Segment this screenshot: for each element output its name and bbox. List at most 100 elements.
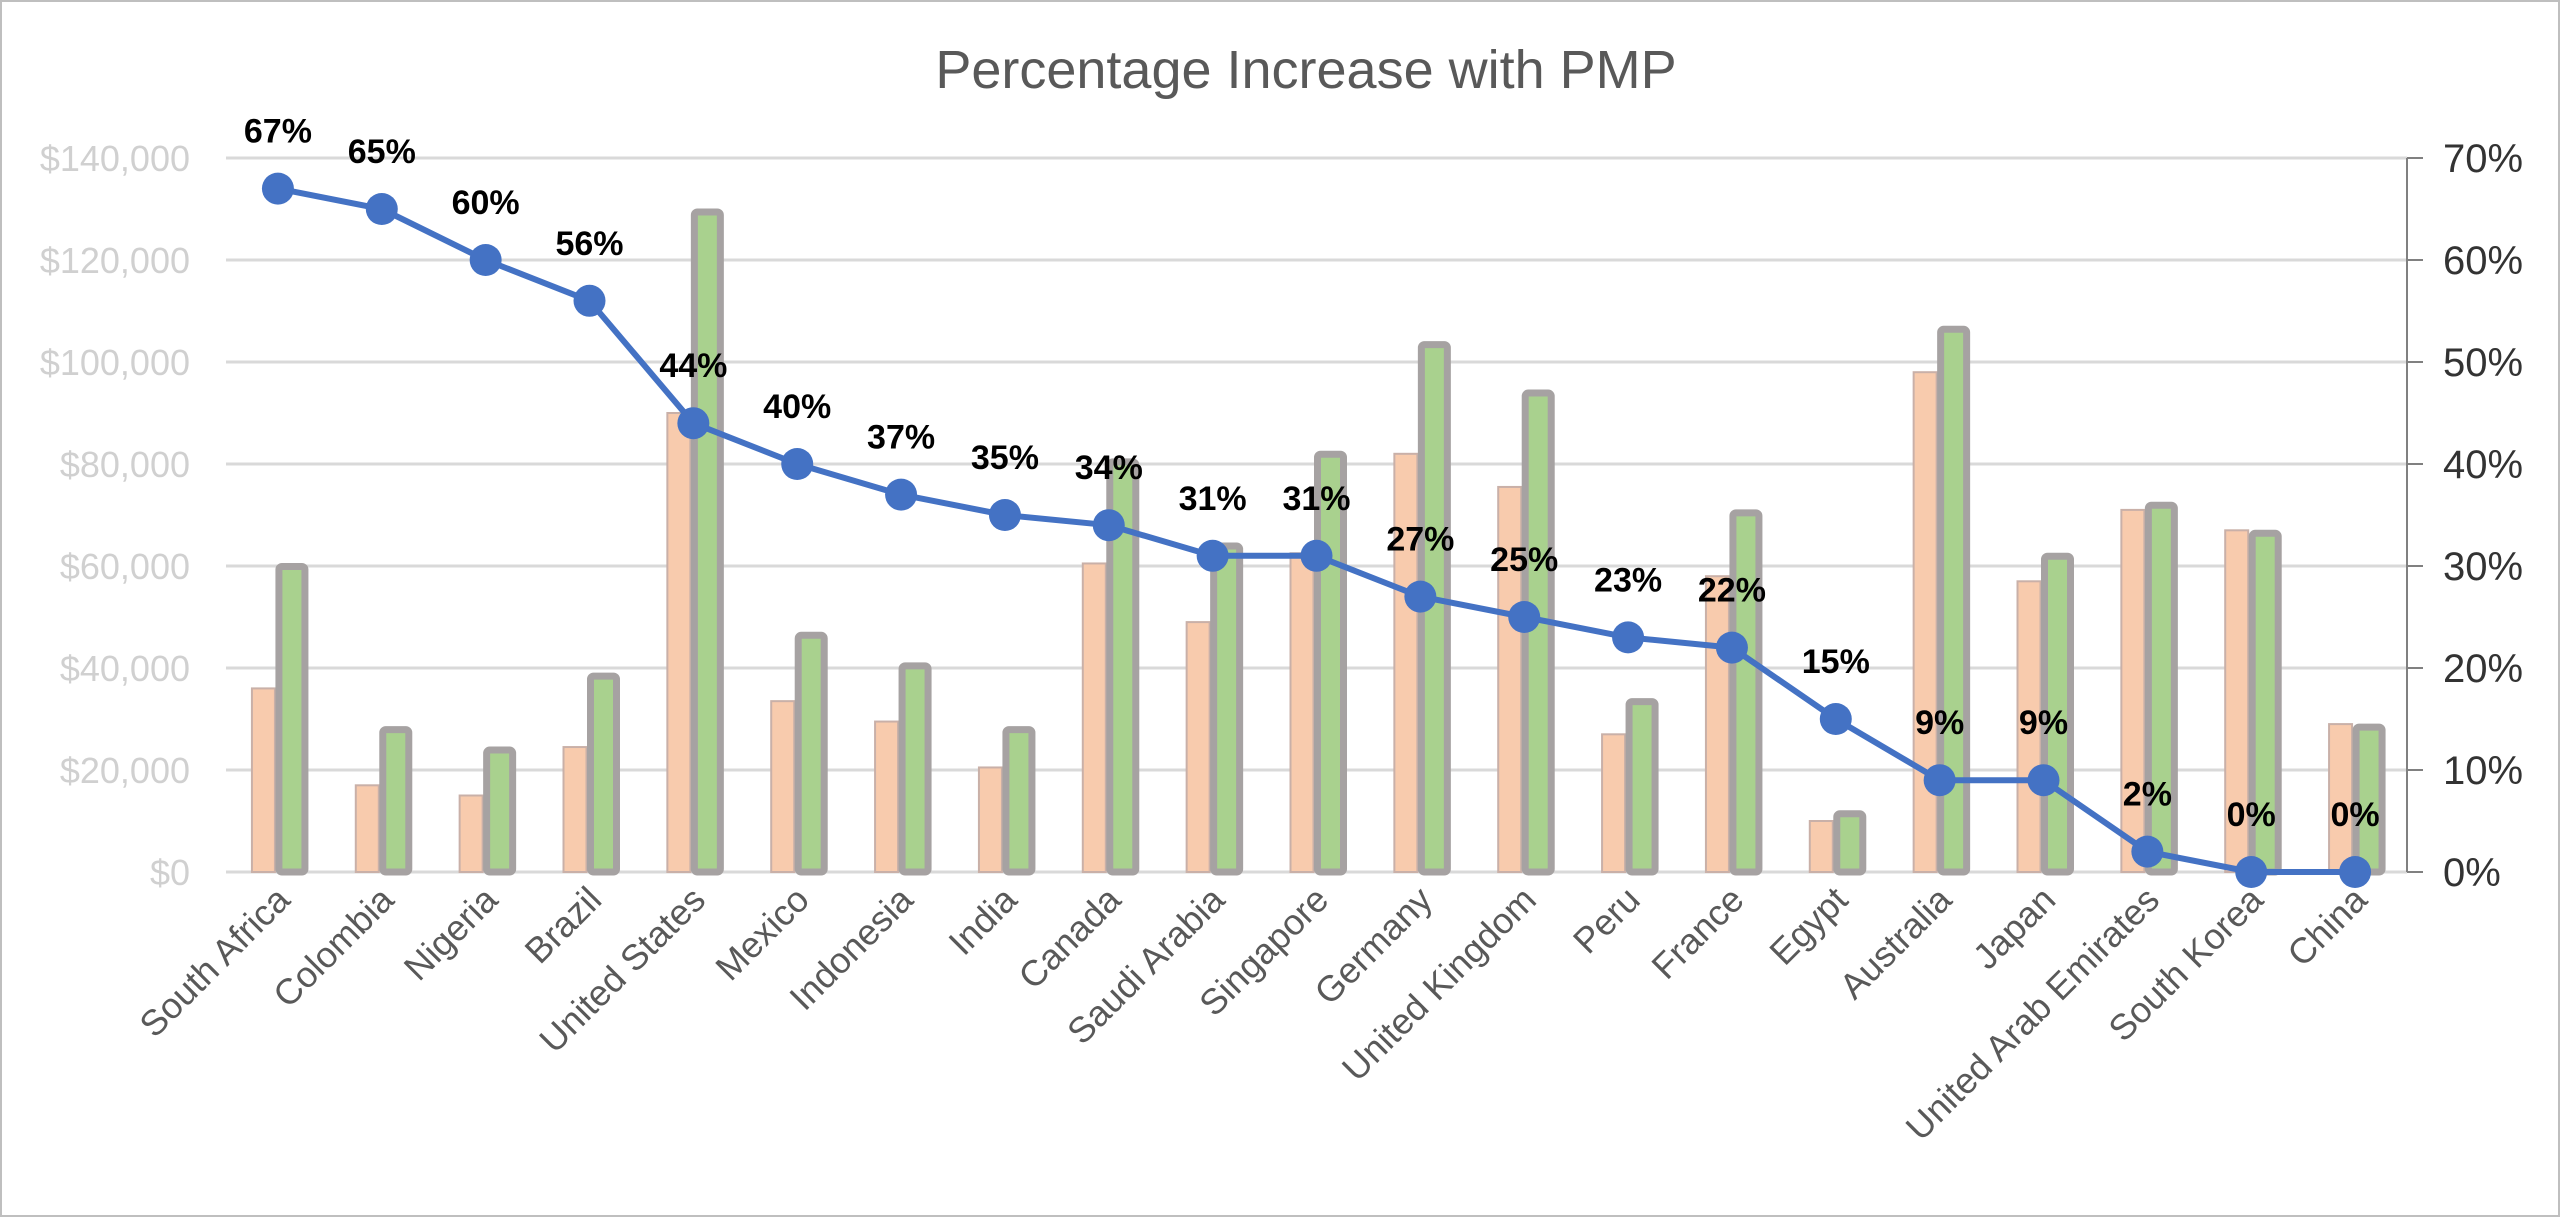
bar-with-pmp — [1002, 726, 1036, 876]
chart-title: Percentage Increase with PMP — [935, 40, 1676, 100]
x-axis-category-label: Australia — [1831, 878, 1960, 1007]
bar-without-pmp — [1601, 733, 1627, 873]
line-marker — [469, 244, 502, 276]
bar-with-pmp — [690, 208, 724, 876]
left-axis-tick-label: $140,000 — [40, 138, 190, 179]
right-axis-tick-label: 20% — [2443, 647, 2523, 691]
data-label: 15% — [1802, 643, 1870, 681]
bar-with-pmp — [275, 562, 309, 876]
data-label: 2% — [2123, 776, 2172, 814]
line-marker — [2027, 764, 2060, 797]
data-label: 67% — [244, 113, 312, 151]
line-marker — [1923, 764, 1956, 797]
x-axis-category-label: China — [2279, 878, 2375, 974]
line-marker — [1508, 601, 1541, 633]
bar-with-pmp — [1210, 542, 1244, 876]
bar-without-pmp — [2016, 580, 2042, 873]
line-marker — [1300, 539, 1333, 572]
data-label: 65% — [348, 133, 416, 171]
data-label: 56% — [555, 225, 623, 263]
right-axis-tick-label: 50% — [2443, 341, 2523, 385]
bar-with-pmp — [2144, 501, 2178, 876]
bar-without-pmp — [977, 766, 1003, 874]
data-label: 23% — [1594, 561, 1662, 599]
line-marker — [1404, 580, 1437, 613]
bar-with-pmp — [587, 672, 620, 876]
data-label: 9% — [1915, 704, 1964, 742]
x-axis-category-label: France — [1643, 879, 1751, 987]
line-marker — [1092, 509, 1125, 542]
data-label: 27% — [1386, 521, 1454, 559]
data-label: 22% — [1698, 572, 1766, 610]
data-label: 35% — [971, 439, 1039, 477]
x-axis-category-label: Japan — [1965, 879, 2063, 977]
bar-without-pmp — [1185, 621, 1211, 873]
line-marker — [988, 499, 1021, 531]
data-label: 31% — [1282, 480, 1350, 518]
left-axis-tick-label: $20,000 — [60, 750, 190, 791]
data-label: 9% — [2019, 704, 2068, 742]
line-marker — [1819, 703, 1852, 735]
bar-without-pmp — [666, 412, 692, 873]
left-axis-tick-label: $60,000 — [60, 546, 190, 587]
bar-without-pmp — [1704, 575, 1730, 873]
line-marker — [573, 284, 606, 317]
data-label: 40% — [763, 388, 831, 426]
bar-without-pmp — [250, 687, 276, 874]
bar-with-pmp — [1625, 698, 1659, 876]
line-marker — [781, 448, 814, 480]
line-marker — [261, 172, 294, 205]
bar-with-pmp — [794, 631, 828, 876]
x-axis-category-label: Nigeria — [396, 878, 506, 988]
x-axis-category-label: India — [940, 878, 1025, 963]
line-marker — [2131, 835, 2164, 868]
data-label: 0% — [2227, 796, 2276, 834]
data-label: 60% — [452, 184, 520, 222]
bar-with-pmp — [1937, 325, 1971, 876]
x-axis-category-label: Egypt — [1761, 879, 1855, 973]
line-marker — [2235, 856, 2268, 888]
bar-with-pmp — [1521, 389, 1555, 876]
line-marker — [1612, 621, 1645, 654]
bar-without-pmp — [1393, 452, 1419, 873]
bar-with-pmp — [1106, 458, 1140, 876]
bar-without-pmp — [770, 700, 796, 874]
line-marker — [365, 193, 398, 225]
right-axis-tick-label: 40% — [2443, 443, 2523, 487]
right-axis-tick-label: 10% — [2443, 749, 2523, 793]
bar-without-pmp — [562, 746, 588, 873]
x-axis-category-label: South Africa — [131, 878, 298, 1045]
bar-without-pmp — [1912, 371, 1938, 873]
x-axis-category-label: Peru — [1565, 879, 1648, 962]
right-axis-tick-label: 0% — [2443, 851, 2501, 895]
bar-without-pmp — [2120, 508, 2146, 873]
left-axis-tick-label: $40,000 — [60, 648, 190, 689]
data-label: 37% — [867, 419, 935, 457]
bar-without-pmp — [354, 784, 380, 873]
bar-with-pmp — [379, 726, 413, 876]
bar-without-pmp — [1081, 562, 1107, 873]
line-marker — [1715, 631, 1748, 664]
right-axis-tick-label: 30% — [2443, 545, 2523, 589]
right-axis-tick-label: 70% — [2443, 137, 2523, 181]
left-axis-tick-label: $100,000 — [40, 342, 190, 383]
left-axis-tick-label: $0 — [150, 852, 190, 893]
line-marker — [677, 407, 710, 440]
data-label: 25% — [1490, 541, 1558, 579]
x-axis-category-label: Brazil — [517, 879, 610, 972]
right-axis-tick-label: 60% — [2443, 239, 2523, 283]
bar-with-pmp — [1833, 810, 1867, 876]
bar-with-pmp — [898, 662, 932, 876]
line-marker — [1196, 539, 1229, 572]
data-label: 31% — [1179, 480, 1247, 518]
data-label: 0% — [2331, 796, 2380, 834]
bar-with-pmp — [483, 746, 517, 876]
left-axis-tick-label: $120,000 — [40, 240, 190, 281]
bar-without-pmp — [1497, 485, 1523, 873]
data-label: 34% — [1075, 449, 1143, 487]
bar-without-pmp — [1289, 552, 1315, 873]
left-axis-tick-label: $80,000 — [60, 444, 190, 485]
bar-without-pmp — [874, 720, 900, 873]
